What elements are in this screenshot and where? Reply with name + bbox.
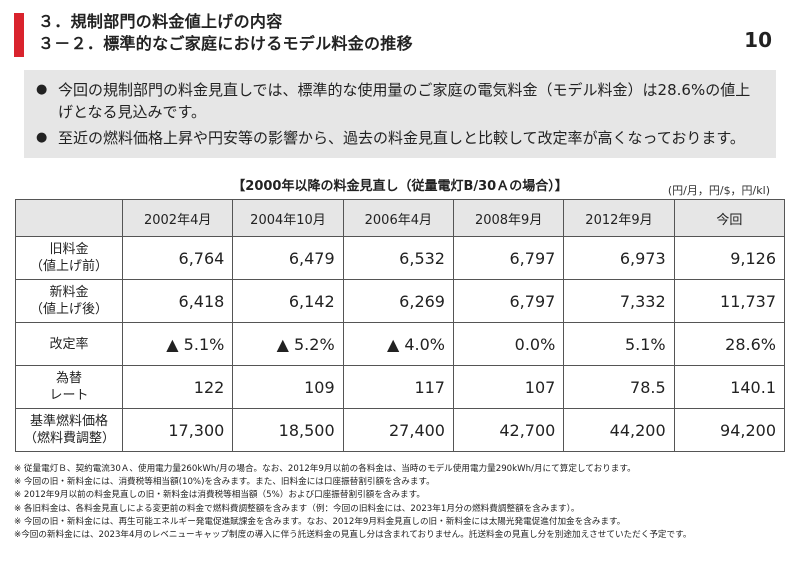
table-cell: 6,764 [121, 236, 234, 280]
title-line-2: ３－２．標準的なご家庭におけるモデル料金の推移 [38, 34, 413, 53]
column-header: 2012年9月 [563, 199, 675, 237]
summary-bullet-text: 今回の規制部門の料金見直しでは、標準的な使用量のご家庭の電気料金（モデル料金）は… [58, 81, 751, 121]
footnote: ※ 従量電灯Ｂ、契約電流30Ａ、使用電力量260kWh/月の場合。なお、2012… [14, 464, 636, 474]
table-cell: 6,797 [452, 279, 565, 323]
row-label-line-2: （値上げ前） [29, 259, 108, 274]
row-label: 為替 レート [15, 365, 123, 409]
table-cell: 5.1% [563, 322, 675, 366]
table-cell: 140.1 [673, 365, 786, 409]
column-header: 2008年9月 [452, 199, 565, 237]
row-label-line-2: レート [49, 388, 89, 403]
table-cell: 28.6% [673, 322, 786, 366]
table-cell: 11,737 [673, 279, 786, 323]
table-cell: 44,200 [563, 408, 675, 452]
footnote: ※ 各旧料金は、各料金見直しによる変更前の料金で燃料費調整額を含みます（例：今回… [14, 503, 580, 514]
table-row: 為替レート 122 109 117 107 78.5 140.1 [15, 365, 786, 409]
row-label: 新料金 （値上げ後） [15, 279, 123, 323]
table-cell: 94,200 [673, 408, 786, 452]
summary-box: ● 今回の規制部門の料金見直しでは、標準的な使用量のご家庭の電気料金（モデル料金… [24, 70, 776, 158]
page-number: 10 [744, 28, 772, 52]
column-header: 今回 [673, 199, 786, 237]
footnotes: ※ 従量電灯Ｂ、契約電流30Ａ、使用電力量260kWh/月の場合。なお、2012… [14, 463, 691, 542]
row-label-line-1: 旧料金 [49, 242, 89, 257]
row-label-line-1: 基準燃料価格 [29, 414, 108, 429]
table-cell: 117 [342, 365, 454, 409]
table-cell: ▲ 4.0% [342, 322, 454, 366]
column-header: 2006年4月 [342, 199, 454, 237]
table-cell: 6,479 [232, 236, 344, 280]
footnote: ※ 今回の旧・新料金には、再生可能エネルギー発電促進賦課金を含みます。なお、20… [14, 516, 626, 527]
row-label-line-1: 改定率 [49, 336, 89, 352]
footnote: ※今回の新料金には、2023年4月のレベニューキャップ制度の導入に伴う託送料金の… [14, 530, 692, 541]
column-header: 2004年10月 [232, 199, 344, 237]
table-cell: 7,332 [563, 279, 675, 323]
table-cell: 9,126 [673, 236, 786, 280]
table-cell: 6,973 [563, 236, 675, 280]
row-label-line-2: （値上げ後） [29, 302, 108, 317]
table-cell: 6,532 [342, 236, 454, 280]
table-cell: 109 [232, 365, 344, 409]
table-cell: 18,500 [232, 408, 344, 452]
table-cell: 6,418 [121, 279, 234, 323]
row-label: 旧料金 （値上げ前） [15, 236, 123, 280]
row-label: 基準燃料価格 （燃料費調整） [15, 408, 123, 452]
row-label-line-1: 新料金 [49, 285, 89, 300]
table-row: 旧料金 （値上げ前） 6,764 6,479 6,532 6,797 6,973 … [15, 236, 786, 280]
table-row: 改定率 ▲ 5.1% ▲ 5.2% ▲ 4.0% 0.0% 5.1% 28.6% [15, 322, 786, 366]
summary-bullet-2: ● 至近の燃料価格上昇や円安等の影響から、過去の料金見直しと比較して改定率が高く… [36, 127, 764, 149]
table-cell: 6,269 [342, 279, 454, 323]
table-cell: 42,700 [452, 408, 565, 452]
table-cell: 0.0% [452, 322, 565, 366]
footnote: ※ 今回の旧・新料金には、消費税等相当額(10%)を含みます。また、旧料金には口… [14, 477, 435, 488]
table-units: (円/月，円/$，円/kl) [667, 184, 770, 197]
bullet-dot-icon: ● [36, 82, 48, 97]
table-cell: 6,797 [452, 236, 565, 280]
summary-bullet-1: ● 今回の規制部門の料金見直しでは、標準的な使用量のご家庭の電気料金（モデル料金… [36, 79, 764, 123]
table-row: 新料金 （値上げ後） 6,418 6,142 6,269 6,797 7,332 … [15, 279, 786, 323]
table-cell: 17,300 [121, 408, 234, 452]
title-accent-bar [14, 13, 24, 57]
summary-bullet-text: 至近の燃料価格上昇や円安等の影響から、過去の料金見直しと比較して改定率が高くなっ… [58, 129, 745, 147]
footnote: ※ 2012年9月以前の料金見直しの旧・新料金は消費税等相当額（5%）および口座… [14, 490, 425, 501]
table-cell: 78.5 [563, 365, 675, 409]
table-title: 【2000年以降の料金見直し（従量電灯B/30Ａの場合）】 [232, 179, 568, 194]
table-cell: 6,142 [232, 279, 344, 323]
table-cell: 122 [121, 365, 234, 409]
title-line-1: ３．規制部門の料金値上げの内容 [38, 12, 283, 31]
table-row: 基準燃料価格 （燃料費調整） 17,300 18,500 27,400 42,70… [15, 408, 786, 452]
row-label: 改定率 [15, 322, 123, 366]
table-cell: ▲ 5.1% [121, 322, 234, 366]
table-cell: 27,400 [342, 408, 454, 452]
row-label-line-1: 為替 [55, 371, 82, 386]
fee-history-table: 2002年4月 2004年10月 2006年4月 2008年9月 2012年9月… [15, 199, 786, 452]
row-label-line-2: （燃料費調整） [24, 431, 116, 446]
table-cell: 107 [452, 365, 565, 409]
table-cell: ▲ 5.2% [232, 322, 344, 366]
page-title: ３．規制部門の料金値上げの内容 ３－２．標準的なご家庭におけるモデル料金の推移 [38, 11, 413, 55]
bullet-dot-icon: ● [36, 130, 48, 145]
table-corner-cell [15, 199, 123, 237]
table-header-row: 2002年4月 2004年10月 2006年4月 2008年9月 2012年9月… [15, 199, 786, 237]
column-header: 2002年4月 [121, 199, 234, 237]
